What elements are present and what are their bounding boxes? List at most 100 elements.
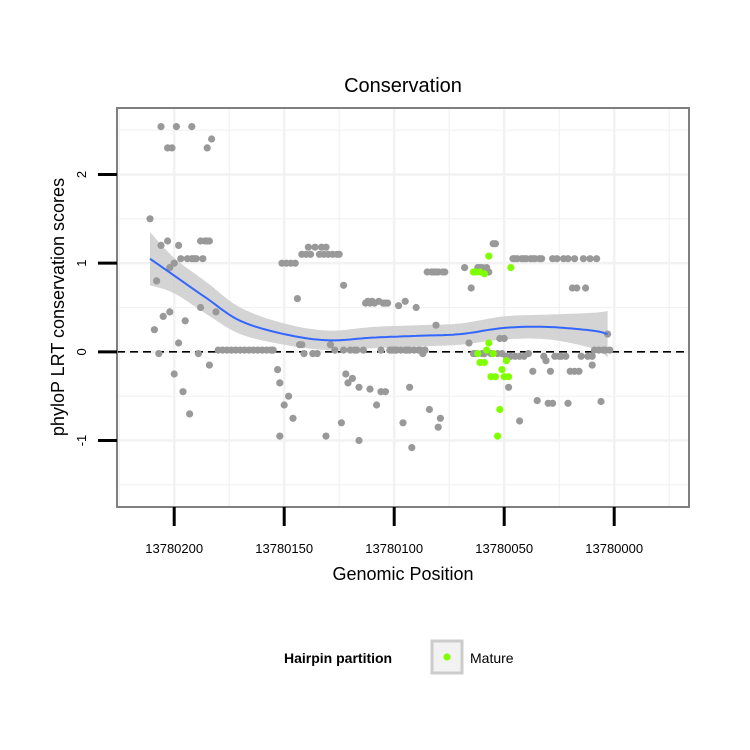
data-point bbox=[188, 123, 196, 131]
data-point bbox=[546, 367, 555, 375]
data-point bbox=[401, 297, 409, 305]
data-point bbox=[406, 383, 414, 391]
mature-point bbox=[496, 405, 504, 414]
data-point bbox=[436, 414, 444, 422]
data-point bbox=[588, 361, 596, 369]
series-mature bbox=[469, 252, 515, 440]
data-point bbox=[146, 215, 154, 223]
mature-point bbox=[489, 350, 497, 358]
data-point bbox=[342, 370, 350, 378]
data-point bbox=[307, 250, 315, 258]
data-point bbox=[533, 397, 541, 405]
data-point bbox=[337, 419, 345, 427]
data-point bbox=[311, 243, 319, 251]
data-point bbox=[465, 339, 473, 347]
x-tick-label: 13780050 bbox=[475, 541, 533, 556]
legend: Hairpin partition Mature bbox=[284, 639, 514, 675]
data-point bbox=[212, 308, 220, 316]
data-point bbox=[344, 379, 352, 387]
mature-point bbox=[474, 350, 482, 358]
data-point bbox=[373, 401, 381, 409]
loess-curve bbox=[149, 257, 608, 342]
data-point bbox=[289, 414, 297, 422]
data-point bbox=[157, 241, 165, 249]
data-point bbox=[564, 399, 572, 407]
data-point bbox=[177, 255, 185, 263]
data-point bbox=[412, 303, 420, 312]
y-tick-label: 1 bbox=[74, 260, 89, 267]
data-point bbox=[331, 346, 339, 354]
data-point bbox=[381, 388, 389, 396]
x-tick-label: 13780200 bbox=[145, 541, 203, 556]
data-point bbox=[326, 341, 334, 349]
mature-point bbox=[507, 264, 515, 272]
data-point bbox=[355, 383, 363, 391]
data-point bbox=[553, 255, 561, 263]
data-point bbox=[577, 352, 585, 360]
mature-point bbox=[505, 373, 513, 381]
data-point bbox=[172, 123, 180, 131]
mature-point bbox=[502, 357, 510, 365]
smooth-confidence-ribbon bbox=[150, 232, 608, 358]
data-point bbox=[575, 367, 583, 375]
chart-title: Conservation bbox=[344, 75, 462, 97]
x-tick-label: 13780000 bbox=[585, 541, 643, 556]
mature-point bbox=[480, 270, 488, 278]
data-point bbox=[593, 255, 601, 263]
data-point bbox=[421, 346, 429, 354]
data-point bbox=[274, 366, 282, 374]
data-point bbox=[384, 299, 392, 307]
data-point bbox=[582, 284, 590, 292]
data-point bbox=[300, 350, 308, 358]
x-tick-label: 13780150 bbox=[255, 541, 313, 556]
data-point bbox=[399, 419, 407, 427]
data-point bbox=[377, 346, 385, 354]
data-point bbox=[192, 255, 200, 263]
data-point bbox=[353, 346, 361, 354]
data-point bbox=[293, 295, 301, 303]
data-point bbox=[153, 277, 161, 285]
data-point bbox=[179, 388, 187, 396]
mature-point bbox=[494, 432, 502, 440]
data-point bbox=[505, 383, 513, 391]
legend-label-mature: Mature bbox=[470, 650, 514, 666]
data-point bbox=[395, 302, 403, 310]
data-point bbox=[164, 237, 172, 245]
data-point bbox=[269, 346, 277, 354]
data-point bbox=[579, 255, 588, 263]
smooth-fit-line bbox=[149, 257, 608, 342]
data-point bbox=[588, 352, 596, 360]
data-point bbox=[586, 255, 594, 263]
data-point bbox=[181, 317, 189, 325]
data-point bbox=[529, 367, 537, 375]
data-point bbox=[491, 240, 499, 248]
data-point bbox=[175, 339, 183, 347]
data-point bbox=[408, 444, 416, 452]
data-point bbox=[280, 401, 288, 409]
series-other bbox=[146, 123, 614, 452]
data-point bbox=[170, 370, 178, 378]
x-axis-label: Genomic Position bbox=[332, 564, 473, 584]
legend-key-mature-dot bbox=[443, 653, 451, 661]
confidence-band bbox=[150, 232, 608, 358]
data-point bbox=[298, 341, 306, 349]
data-points bbox=[146, 123, 614, 452]
data-point bbox=[538, 255, 546, 263]
mature-point bbox=[485, 339, 493, 347]
data-point bbox=[199, 255, 207, 263]
mature-point bbox=[498, 366, 506, 374]
y-tick-label: -1 bbox=[74, 435, 89, 447]
data-point bbox=[208, 135, 216, 143]
data-point bbox=[564, 255, 572, 263]
data-point bbox=[597, 397, 605, 406]
axis-ticks: 13780200 13780150 13780100 13780050 13780000… bbox=[74, 171, 643, 556]
data-point bbox=[197, 303, 205, 312]
data-point bbox=[359, 346, 367, 354]
data-point bbox=[571, 255, 579, 263]
data-point bbox=[205, 237, 213, 245]
data-point bbox=[606, 346, 614, 354]
data-point bbox=[291, 259, 299, 267]
data-point bbox=[355, 436, 363, 445]
data-point bbox=[170, 259, 178, 267]
